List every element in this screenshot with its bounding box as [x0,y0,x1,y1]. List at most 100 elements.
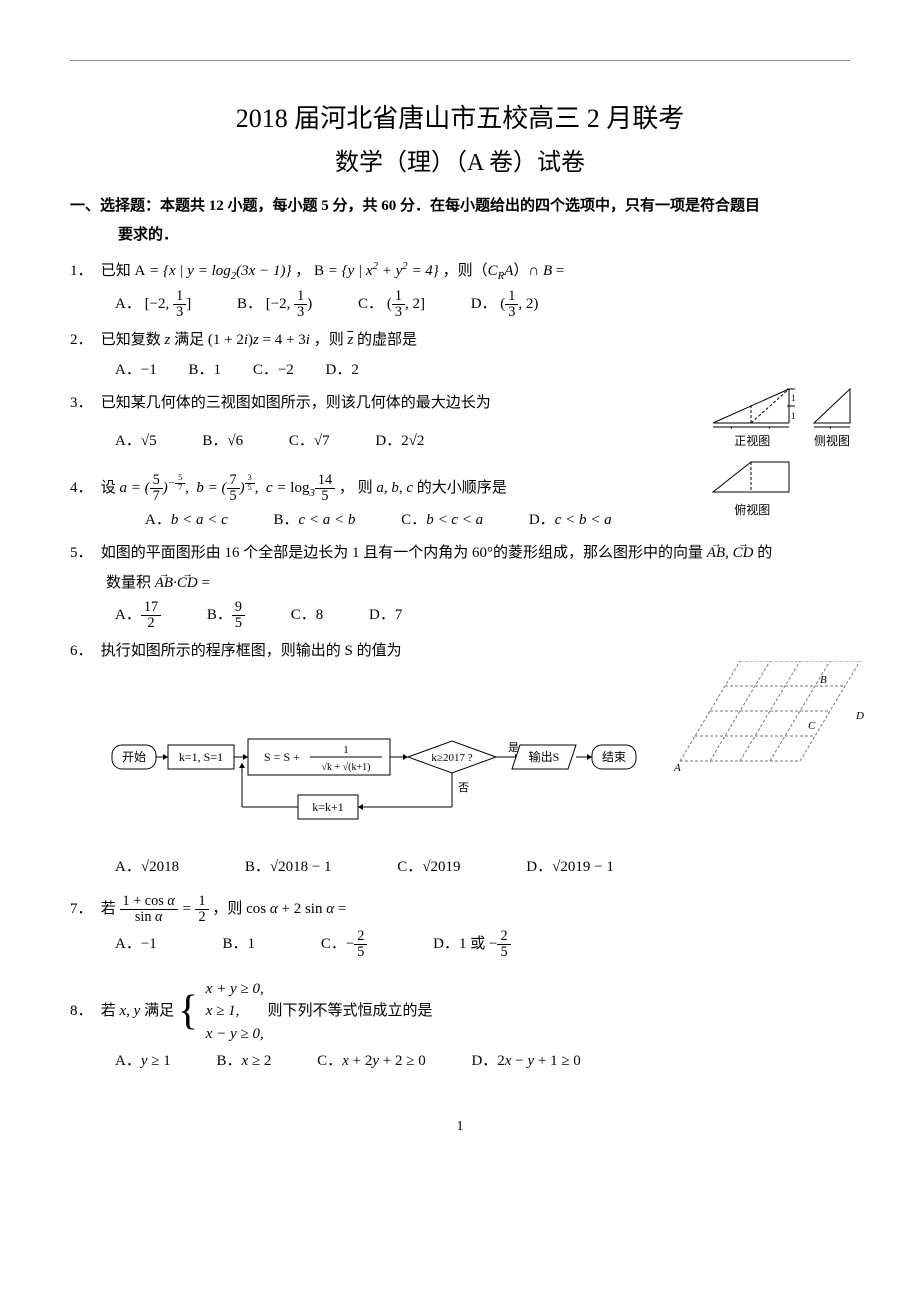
title-line2: 数学（理）（A 卷）试卷 [70,143,850,184]
question-4: 4． 设 a = (57)−57, b = (75)35, c = log314… [70,473,850,504]
q4-opt-A: A．b < a < c [145,508,228,534]
svg-text:结束: 结束 [602,750,626,764]
q7-options: A．−1 B．1 C．−25 D．1 或 −25 [115,929,850,960]
svg-text:k≥2017 ?: k≥2017 ? [431,752,472,764]
q4-opt-D: D．c < b < a [529,508,612,534]
q7-stem-a: 若 [101,901,120,917]
q5-options: A．172 B．95 C．8 D．7 [115,600,850,631]
flowchart: 开始 k=1, S=1 S = S + 1 √k + √(k+1) S= S =… [110,707,650,847]
question-2: 2． 已知复数 z 满足 (1 + 2i)z = 4 + 3i ，则 z 的虚部… [70,328,850,354]
q8-opt-C: C．x + 2y + 2 ≥ 0 [317,1049,426,1075]
q8-opt-A: A．y ≥ 1 [115,1049,171,1075]
q8-stem-b: 则下列不等式恒成立的是 [267,1003,432,1019]
q1-setA: A = {x | y = log2(3x − 1)} [135,263,292,279]
q4-opt-C: C．b < c < a [401,508,483,534]
q5-opt-A: A．172 [115,600,161,631]
q3-num: 3． [70,391,97,417]
q1-options: A． [−2, 13] B． [−2, 13) C． (13, 2] D． (1… [115,289,850,320]
svg-text:1: 1 [791,393,795,403]
svg-text:k=k+1: k=k+1 [312,800,344,814]
q7-opt-C: C．−25 [321,929,368,960]
q3-opt-C: C．7 [289,429,330,455]
q5-opt-C: C．8 [291,603,324,629]
q7-stem-b: ，则 cos α + 2 sin α = [212,901,346,917]
page-number: 1 [70,1115,850,1139]
q8-opt-D: D．2x − y + 1 ≥ 0 [471,1049,580,1075]
q8-opt-B: B．x ≥ 2 [217,1049,272,1075]
svg-text:否: 否 [458,782,469,794]
q8-options: A．y ≥ 1 B．x ≥ 2 C．x + 2y + 2 ≥ 0 D．2x − … [115,1049,850,1075]
side-view-label: 侧视图 [810,431,854,451]
q5-num: 5． [70,541,97,567]
q1-opt-A: A． [−2, 13] [115,289,191,320]
q7-opt-D: D．1 或 −25 [433,929,510,960]
svg-text:k=1, S=1: k=1, S=1 [179,750,223,764]
q8-num: 8． [70,999,97,1025]
q1-setB: B = {y | x2 + y2 = 4} [314,263,439,279]
q5-vecs: AB, CD [707,545,754,561]
q2-stem: 已知复数 z 满足 (1 + 2i)z = 4 + 3i ，则 z 的虚部是 [101,332,417,348]
top-rule [70,60,850,61]
q3-stem: 已知某几何体的三视图如图所示，则该几何体的最大边长为 [101,395,491,411]
q1-opt-B: B． [−2, 13) [237,289,312,320]
svg-text:D: D [855,710,864,722]
question-5: 5． 如图的平面图形由 16 个全部是边长为 1 且有一个内角为 60°的菱形组… [70,541,850,567]
q3-opt-B: B．6 [202,429,243,455]
q5-opt-B: B．95 [207,600,245,631]
svg-text:√k + √(k+1): √k + √(k+1) [322,762,371,773]
q1-stem-a: 已知 [101,263,135,279]
svg-text:1: 1 [343,744,349,756]
side-view: 1 侧视图 [810,383,854,451]
svg-text:A: A [673,762,681,774]
q4-expr: a = (57)−57, b = (75)35, c = log3145 [120,480,339,496]
q5-opt-D: D．7 [369,603,402,629]
q6-opt-D: D．2019 − 1 [526,855,614,881]
q8-sys-l1: x + y ≥ 0, [206,978,264,1001]
question-7: 7． 若 1 + cos αsin α = 12 ，则 cos α + 2 si… [70,894,850,925]
svg-text:1: 1 [791,411,795,421]
q2-opt-C: C．−2 [253,358,294,384]
q6-opt-A: A．2018 [115,855,179,881]
q2-opt-D: D．2 [326,358,359,384]
left-brace-icon: { [178,1005,198,1018]
rhombus-grid-figure: A B C D [670,661,870,791]
q5-stem-a: 如图的平面图形由 16 个全部是边长为 1 且有一个内角为 60°的菱形组成，那… [101,545,707,561]
q1-tail: ，则（CRA）∩ B = [443,263,565,279]
svg-text:C: C [808,720,816,732]
q6-stem: 执行如图所示的程序框图，则输出的 S 的值为 [101,643,402,659]
q8-system: x + y ≥ 0, x ≥ 1, x − y ≥ 0, [206,978,264,1046]
question-8: 8． 若 x, y 满足 { x + y ≥ 0, x ≥ 1, x − y ≥… [70,978,850,1046]
section-1-heading-b: 要求的． [70,223,850,249]
q4-stem-a: 设 [101,480,120,496]
section-1-heading-a: 一、选择题：本题共 12 小题，每小题 5 分，共 60 分．在每小题给出的四个… [70,194,850,220]
svg-text:S = S +: S = S + [264,750,300,764]
q3-opt-D: D．22 [375,429,424,455]
q6-figures-row: 开始 k=1, S=1 S = S + 1 √k + √(k+1) S= S =… [70,679,850,849]
q6-opt-C: C．2019 [397,855,460,881]
q4-num: 4． [70,476,97,502]
question-3: 3． 已知某几何体的三视图如图所示，则该几何体的最大边长为 1 1 1 1 正视… [70,391,850,425]
q5-line2: 数量积 AB·CD = [106,571,850,597]
q1-opt-C: C． (13, 2] [358,289,425,320]
q6-options: A．2018 B．2018 − 1 C．2019 D．2019 − 1 [115,855,850,881]
svg-text:B: B [820,674,827,686]
q6-num: 6． [70,639,97,665]
q4-opt-B: B．c < a < b [274,508,356,534]
front-view-label: 正视图 [709,431,795,451]
q6-opt-B: B．2018 − 1 [245,855,332,881]
q2-opt-B: B．1 [189,358,222,384]
title-line1: 2018 届河北省唐山市五校高三 2 月联考 [70,97,850,141]
q8-stem-a: 若 x, y 满足 [101,1003,178,1019]
q7-opt-B: B．1 [223,932,256,958]
q1-opt-D: D． (13, 2) [471,289,539,320]
question-1: 1． 已知 A = {x | y = log2(3x − 1)} ， B = {… [70,257,850,285]
flow-start-label: 开始 [122,750,146,764]
q7-lhs: 1 + cos αsin α = 12 [120,901,213,917]
q8-sys-l3: x − y ≥ 0, [206,1023,264,1046]
q2-opt-A: A．−1 [115,358,157,384]
q5-stem-b: 的 [757,545,772,561]
svg-text:输出S: 输出S [529,749,560,764]
q1-num: 1． [70,259,97,285]
q8-sys-l2: x ≥ 1, [206,1000,264,1023]
q2-num: 2． [70,328,97,354]
